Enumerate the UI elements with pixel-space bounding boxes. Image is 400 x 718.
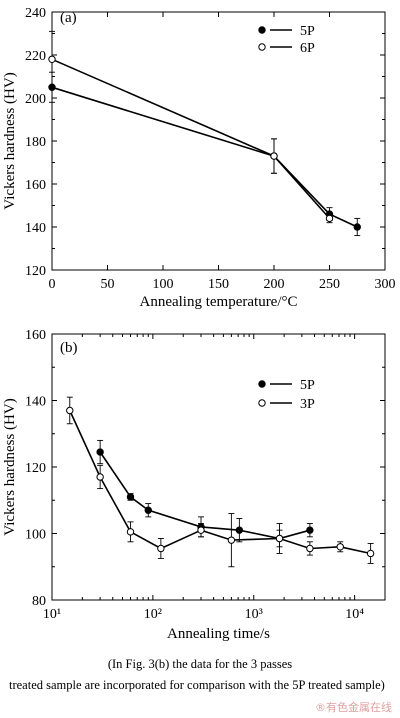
data-point-3P	[197, 526, 205, 534]
data-point-3P	[275, 534, 284, 543]
data-point-5P	[126, 493, 135, 501]
x-tick-label: 0	[49, 277, 56, 292]
series-line-6P	[51, 58, 331, 219]
y-tick-label: 220	[25, 49, 46, 64]
data-point-5P	[235, 526, 244, 534]
legend-label-6P: 6P	[300, 41, 315, 56]
y-tick-label: 100	[25, 528, 46, 543]
y-tick-label: 140	[25, 395, 46, 410]
x-tick-label: 10³	[245, 607, 263, 622]
series-5P	[48, 71, 361, 237]
data-point-3P	[336, 543, 344, 551]
data-point-6P	[325, 214, 334, 223]
x-tick-label: 10²	[144, 607, 162, 622]
y-tick-label: 160	[25, 328, 46, 343]
y-tick-label: 120	[25, 264, 46, 279]
series-6P	[48, 30, 334, 224]
y-tick-label: 200	[25, 92, 46, 107]
x-axis-label: Annealing time/s	[167, 626, 270, 642]
x-tick-label: 10¹	[43, 607, 61, 622]
data-point-3P	[227, 536, 236, 544]
x-tick-label: 150	[208, 277, 229, 292]
plot-frame	[51, 333, 386, 601]
data-point-5P	[96, 448, 104, 456]
data-point-3P	[157, 544, 165, 553]
y-tick-label: 180	[25, 135, 46, 150]
legend-marker-5P	[258, 380, 266, 388]
legend-marker-5P	[258, 26, 266, 34]
data-point-3P	[366, 549, 375, 558]
series-3P	[66, 396, 375, 568]
y-tick-label: 160	[25, 178, 46, 193]
figure: 120 140 160 180 200 220 240 0 50 100 150 200 250 300 A…	[2, 6, 396, 642]
data-point-3P	[66, 406, 74, 415]
caption-line-1: (In Fig. 3(b) the data for the 3 passes	[107, 657, 293, 671]
legend-label-5P: 5P	[300, 378, 315, 393]
data-point-5P	[306, 526, 314, 534]
data-point-5P	[144, 506, 152, 514]
plot-frame	[51, 11, 386, 271]
data-point-3P	[126, 528, 135, 536]
y-axis-label: Vickers hardness (HV)	[2, 72, 18, 209]
x-tick-label: 100	[153, 277, 174, 292]
panel-label: (a)	[60, 10, 77, 26]
x-axis-label: Annealing temperature/°C	[139, 294, 297, 310]
legend-marker-3P	[258, 399, 266, 407]
data-point-6P	[48, 55, 56, 63]
y-tick-label: 240	[25, 6, 46, 21]
legend-label-3P: 3P	[300, 397, 315, 412]
series-line-3P	[69, 410, 371, 555]
y-axis-label: Vickers hardness (HV)	[2, 398, 18, 535]
panel-label: (b)	[60, 340, 78, 356]
x-tick-label: 250	[319, 277, 340, 292]
series-line-5P	[51, 86, 358, 228]
y-tick-label: 120	[25, 461, 46, 476]
x-tick-label: 10⁴	[345, 607, 364, 622]
chart-panel-a: 120 140 160 180 200 220 240 0 50 100 150 200 250 300 A…	[2, 6, 396, 310]
legend-label-5P: 5P	[300, 24, 315, 39]
y-tick-label: 140	[25, 221, 46, 236]
y-tick-label: 80	[32, 594, 46, 609]
data-point-5P	[353, 223, 361, 231]
legend-marker-6P	[258, 43, 266, 51]
x-tick-label: 50	[101, 277, 115, 292]
x-tick-label: 200	[264, 277, 285, 292]
data-point-3P	[96, 473, 104, 481]
chart-panel-b: 80 100 120 140 160 10¹ 10² 10³ 10⁴ Annealing time…	[2, 328, 386, 642]
caption-line-2: treated sample are incorporated for comp…	[9, 678, 385, 692]
watermark: ®有色金属在线	[315, 701, 392, 714]
x-tick-label: 300	[375, 277, 396, 292]
data-point-6P	[270, 152, 278, 160]
data-point-3P	[306, 544, 314, 553]
